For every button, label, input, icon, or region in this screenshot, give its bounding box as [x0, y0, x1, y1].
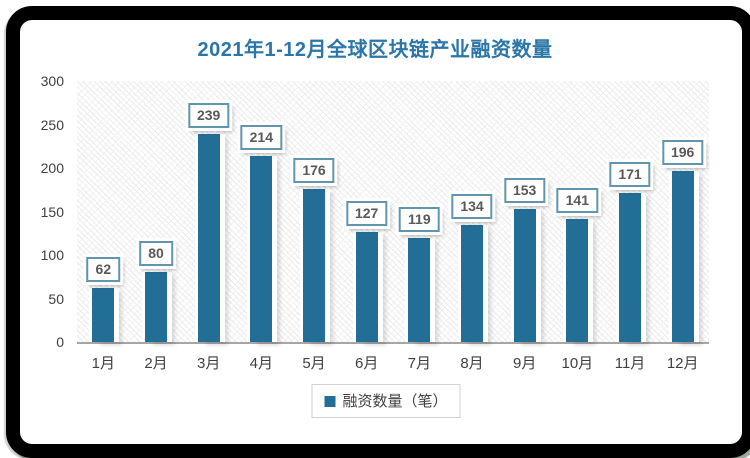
bar [619, 193, 641, 342]
y-axis-tick-label: 50 [48, 290, 64, 307]
bar [197, 134, 220, 342]
bar-value-label: 62 [86, 257, 121, 283]
bar [250, 155, 273, 342]
x-axis-tick-label: 12月 [666, 355, 699, 372]
bar-value-label: 196 [661, 140, 704, 166]
x-axis-tick-label: 10月 [561, 355, 594, 372]
x-axis-tick-label: 4月 [249, 355, 273, 372]
x-axis-tick-label: 11月 [614, 355, 646, 372]
chart-title: 2021年1-12月全球区块链产业融资数量 [197, 39, 553, 61]
y-axis-tick-label: 150 [40, 203, 64, 220]
bar-value-label: 239 [187, 103, 230, 129]
y-axis-tick-label: 0 [56, 334, 64, 350]
x-axis: 1月 2月 3月 4月 5月 6月 7月 8月 9月 10月 11月 12月 [77, 352, 709, 374]
bar [461, 225, 483, 342]
x-axis-tick-label: 7月 [407, 355, 431, 372]
x-axis-tick-label: 6月 [354, 355, 379, 372]
bar [408, 238, 431, 342]
bar [92, 288, 115, 342]
bar-value-label: 80 [139, 241, 173, 267]
x-axis-tick-label: 9月 [512, 355, 537, 372]
y-axis-tick-label: 300 [40, 73, 64, 89]
bar-value-label: 127 [345, 200, 388, 226]
bar [513, 208, 536, 342]
y-axis: 0 50 100 150 200 250 300 [14, 73, 64, 350]
bar-value-label: 171 [609, 162, 651, 188]
bar [145, 272, 167, 342]
bar-value-label: 176 [293, 157, 335, 183]
bar-value-label: 134 [451, 194, 493, 220]
bar [355, 231, 378, 342]
y-axis-tick-label: 200 [40, 160, 64, 176]
bar [303, 188, 325, 342]
x-axis-tick-label: 8月 [460, 355, 484, 372]
legend-swatch-icon [324, 395, 336, 407]
bar-value-label: 214 [240, 124, 283, 150]
y-axis-tick-label: 100 [40, 247, 64, 263]
x-axis-tick-label: 2月 [144, 355, 168, 372]
bar-value-label: 119 [399, 207, 440, 233]
bar-value-label: 153 [503, 177, 546, 203]
x-axis-tick-label: 5月 [302, 355, 326, 372]
y-axis-tick-label: 250 [40, 116, 64, 133]
bar-value-label: 141 [556, 188, 599, 214]
x-axis-tick-label: 3月 [196, 355, 221, 372]
bar [671, 171, 694, 342]
plot-area: 62 80 239 214 176 127 119 134 153 141 171 196 [77, 81, 709, 344]
x-axis-tick-label: 1月 [91, 355, 115, 372]
legend: 融资数量（笔） [311, 384, 461, 418]
bar [566, 219, 589, 342]
legend-label: 融资数量（笔） [342, 393, 448, 410]
